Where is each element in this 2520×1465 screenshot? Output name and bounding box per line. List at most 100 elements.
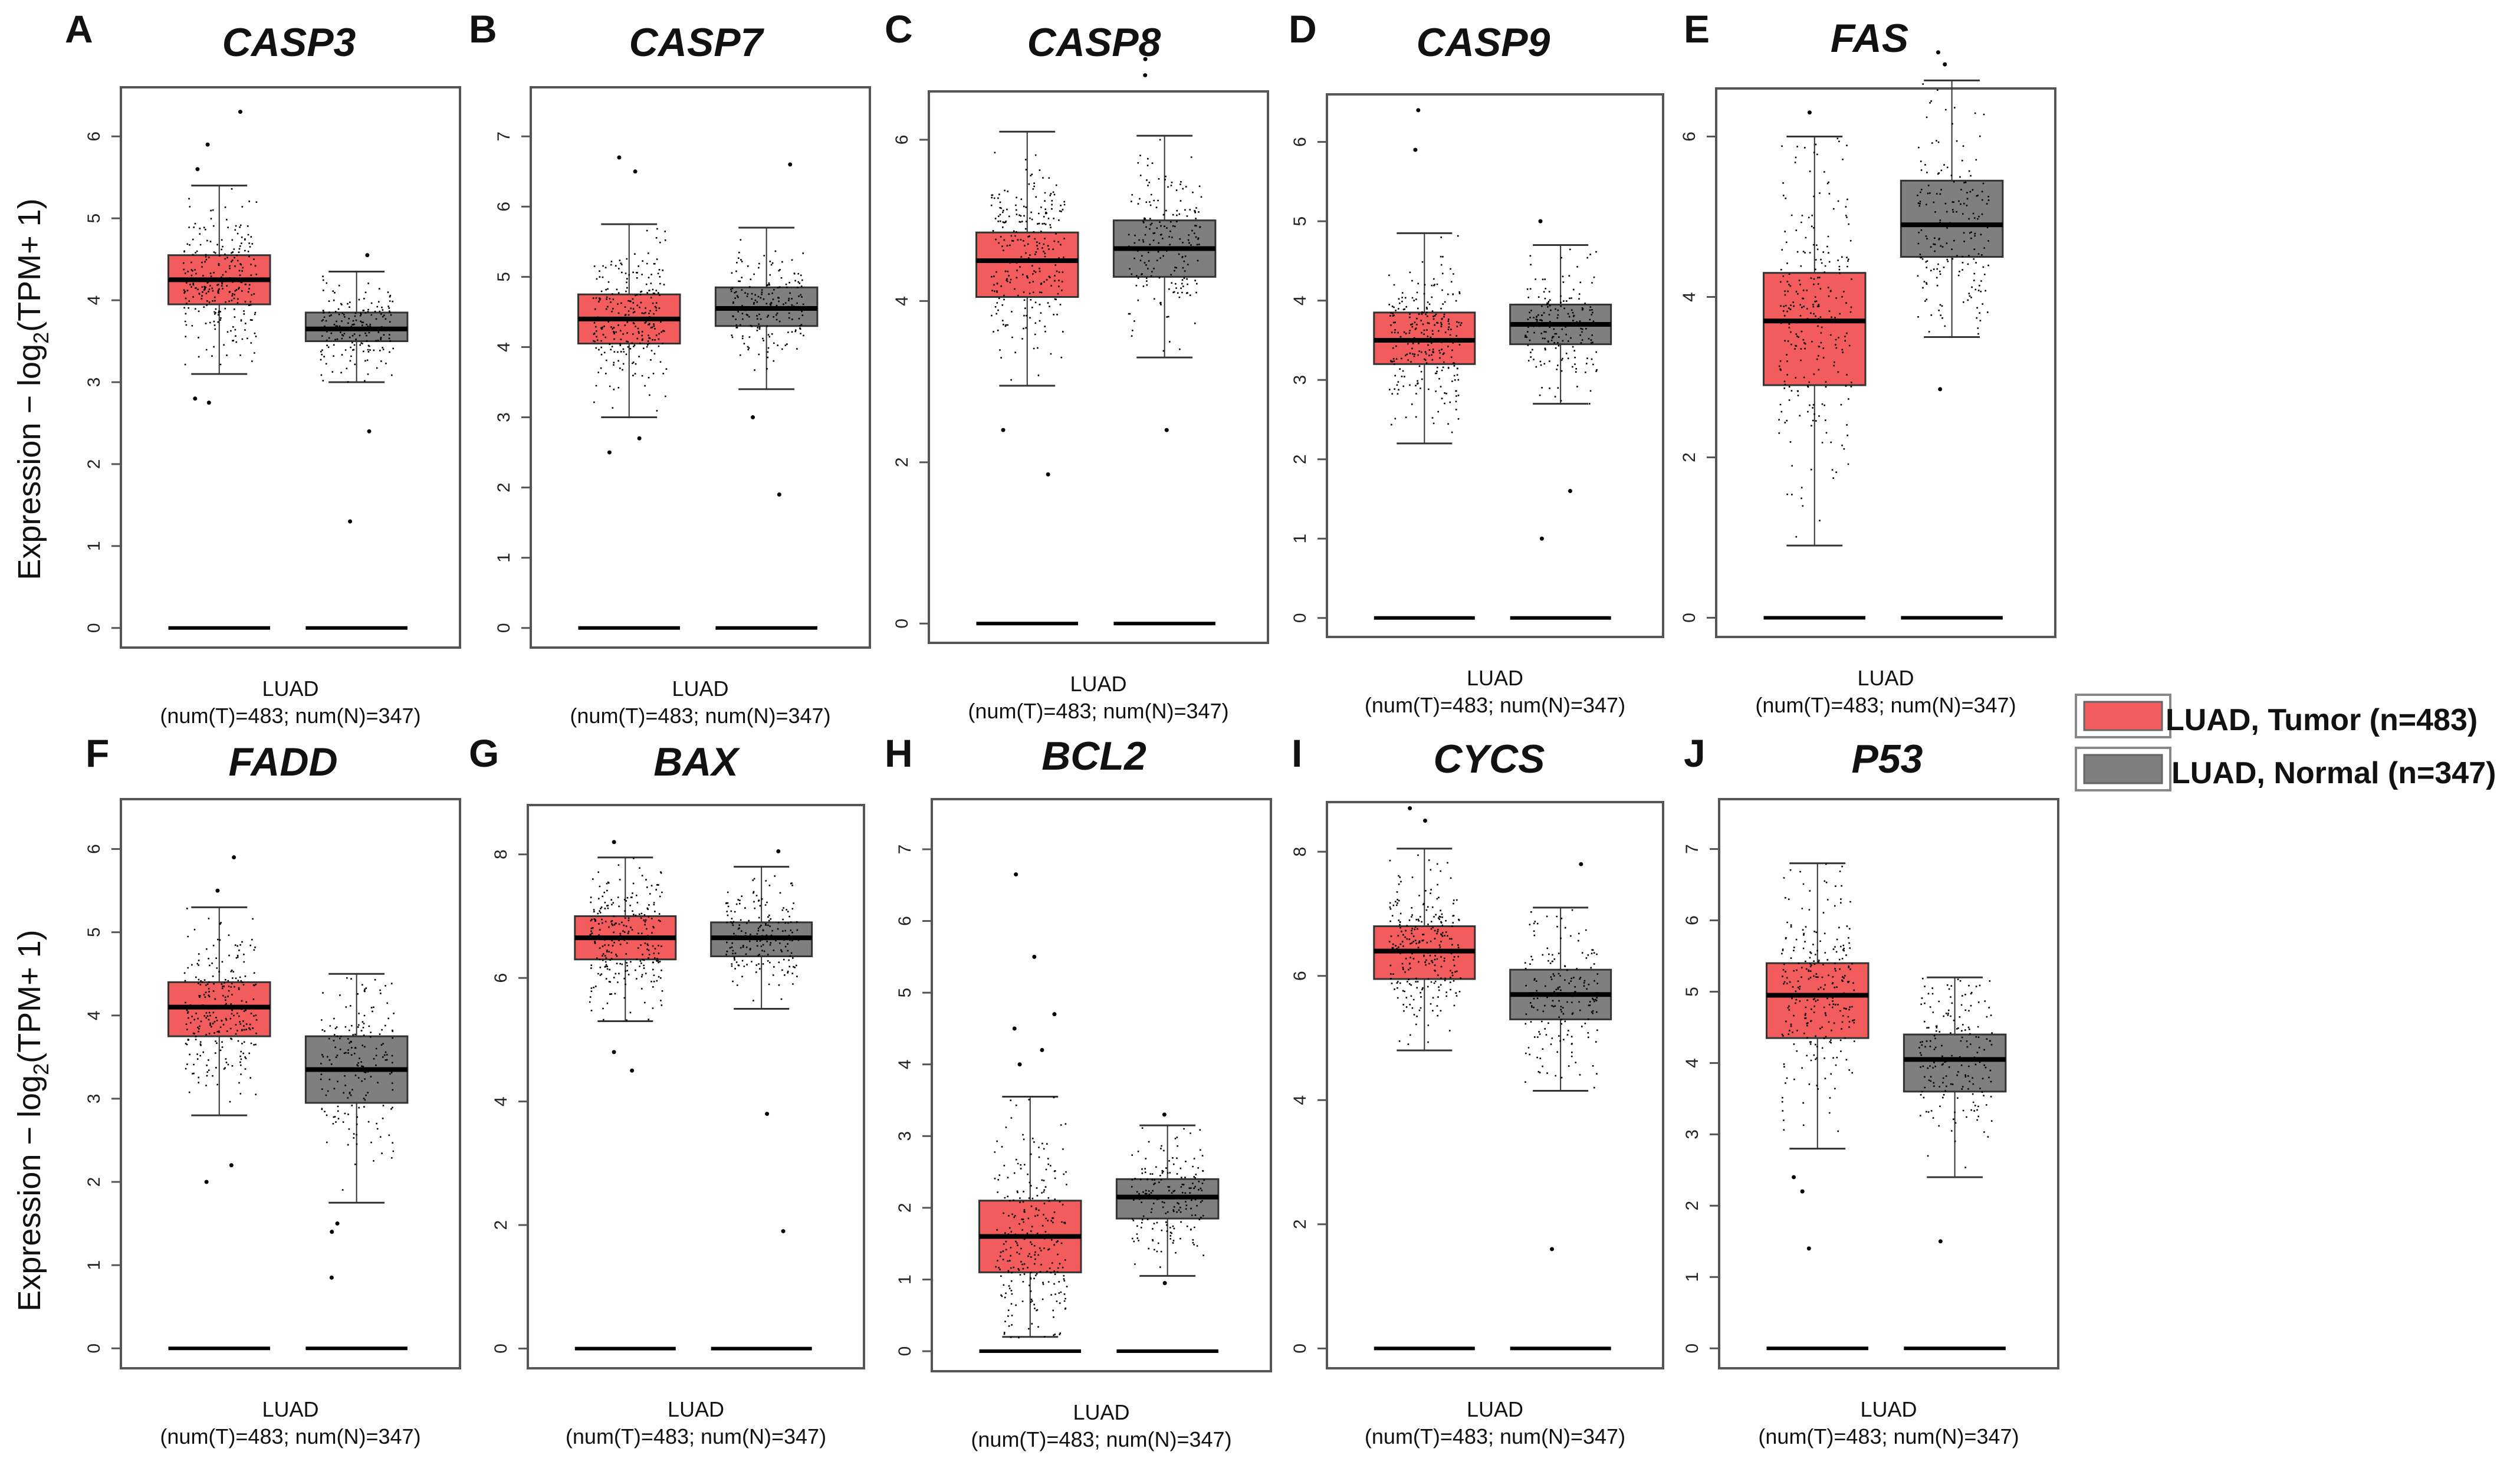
y-tick-label: 3: [1290, 375, 1310, 385]
y-tick-label: 6: [84, 132, 104, 142]
outlier-point: [1800, 1189, 1805, 1194]
y-tick-label: 4: [1290, 295, 1310, 306]
box-tumor: [978, 872, 1082, 1354]
jitter-points: [1388, 854, 1461, 1045]
panel-H: H BCL2 0 1 2 3 4 5 6 7 LUAD (num(T)=483; num(N)=347…: [885, 731, 1272, 1451]
y-tick-label: 6: [895, 916, 915, 926]
outlier-point: [1413, 147, 1418, 152]
legend-tumor-swatch: [2083, 701, 2163, 731]
panel-title: P53: [1852, 737, 1923, 781]
panel-B: B CASP7 0 1 2 3 4 5 6 7 LUAD (num(T)=483; num(N)=34…: [469, 7, 871, 728]
outlier-point: [612, 1050, 616, 1055]
plot-frame: [530, 86, 871, 649]
outlier-point: [1017, 1062, 1022, 1067]
outlier-point: [777, 492, 781, 497]
y-tick-label: 5: [1683, 987, 1702, 997]
outlier-point: [329, 1275, 334, 1280]
y-tick-label: 0: [84, 623, 104, 633]
panel-title: FAS: [1831, 16, 1908, 61]
y-axis-label-prefix: Expression − log: [12, 344, 47, 580]
outlier-point: [1938, 1239, 1943, 1244]
y-axis-label-suffix: (TPM+ 1): [12, 198, 47, 332]
panel-title: CASP7: [629, 20, 765, 65]
x-axis-label: LUAD: [1467, 1397, 1523, 1421]
panel-letter: F: [86, 731, 109, 775]
plot-frame: [928, 90, 1269, 644]
outlier-point: [1143, 57, 1148, 61]
plot-frame: [1326, 93, 1664, 638]
y-tick-label: 6: [1290, 971, 1310, 981]
panel-letter: J: [1684, 731, 1706, 775]
outlier-point: [612, 840, 616, 845]
outlier-point: [348, 519, 353, 524]
panel-letter: C: [885, 7, 913, 51]
outlier-point: [617, 155, 622, 160]
outlier-point: [1579, 862, 1583, 866]
panel-I: I CYCS 0 2 4 6 8 LUAD (num(T)=483; num(N)=347): [1290, 731, 1664, 1448]
y-tick-label: 5: [494, 272, 514, 282]
box-iqr: [1763, 272, 1867, 386]
y-tick-label: 2: [84, 459, 104, 469]
outlier-point: [776, 849, 781, 853]
y-tick-label: 2: [491, 1220, 511, 1230]
box-normal: [714, 162, 819, 630]
box-normal: [304, 973, 409, 1351]
x-axis-label: LUAD: [1857, 666, 1914, 690]
box-tumor: [1763, 110, 1867, 620]
y-tick-label: 7: [1683, 844, 1702, 854]
panel-E: E FAS 0 2 4 6 LUAD (num(T)=483; num(N)=347): [1680, 7, 2056, 717]
x-axis-label: LUAD: [262, 1397, 318, 1421]
legend: LUAD, Tumor (n=483) LUAD, Normal (n=347): [2075, 694, 2496, 791]
outlier-point: [335, 1221, 340, 1226]
y-tick-label: 5: [895, 988, 915, 998]
outlier-point: [1001, 428, 1006, 432]
panel-C: C CASP8 0 2 4 6 LUAD (num(T)=483; num(N)=347): [885, 7, 1269, 723]
y-tick-label: 2: [895, 1203, 915, 1213]
outlier-point: [365, 253, 370, 258]
outlier-point: [1408, 806, 1412, 810]
plot-frame: [1326, 801, 1664, 1369]
y-tick-label: 0: [895, 1346, 915, 1356]
outlier-point: [1936, 50, 1940, 55]
y-axis-label-top: Expression − log2(TPM+ 1): [12, 198, 53, 580]
y-tick-label: 6: [892, 135, 912, 145]
box-normal: [710, 849, 813, 1351]
panel-letter: D: [1289, 7, 1317, 51]
outlier-point: [1568, 489, 1572, 494]
x-axis-sublabel: (num(T)=483; num(N)=347): [566, 1424, 826, 1448]
panel-letter: H: [885, 731, 913, 775]
y-tick-label: 6: [1290, 137, 1310, 147]
y-tick-label: 1: [84, 1260, 104, 1270]
panel-title: BCL2: [1041, 734, 1146, 779]
outlier-point: [367, 429, 372, 433]
panel-G: G BAX 0 2 4 6 8 LUAD (num(T)=483; num(N)=347): [469, 731, 865, 1448]
panel-title: BAX: [653, 740, 740, 784]
y-tick-label: 3: [84, 377, 104, 387]
panel-title: FADD: [228, 740, 337, 784]
box-tumor: [167, 110, 271, 630]
outlier-point: [1143, 73, 1148, 78]
outlier-point: [238, 110, 242, 114]
x-axis-label: LUAD: [1073, 1400, 1129, 1424]
legend-normal-label: LUAD, Normal (n=347): [2171, 756, 2496, 790]
outlier-point: [232, 855, 236, 860]
legend-normal-swatch: [2083, 754, 2163, 784]
x-axis-label: LUAD: [672, 676, 728, 701]
box-tumor: [975, 130, 1079, 626]
y-tick-label: 7: [895, 845, 915, 855]
outlier-point: [215, 888, 220, 893]
x-axis-label: LUAD: [1070, 672, 1126, 696]
x-axis-sublabel: (num(T)=483; num(N)=347): [1365, 1424, 1625, 1448]
outlier-point: [193, 396, 198, 401]
panel-D: D CASP9 0 1 2 3 4 5 6 LUAD (num(T)=483; num(N)=347…: [1289, 7, 1664, 717]
y-tick-label: 4: [1680, 292, 1699, 302]
panels-group: A CASP3 0 1 2 3 4 5 6 LUAD (num(T)=483; num(N)=347…: [65, 7, 2059, 1451]
outlier-point: [1550, 1247, 1555, 1252]
y-tick-label: 3: [1683, 1129, 1702, 1139]
box-normal: [304, 253, 409, 630]
y-tick-label: 5: [84, 213, 104, 224]
box-tumor: [577, 155, 681, 630]
outlier-point: [195, 167, 200, 172]
y-tick-label: 2: [1290, 454, 1310, 464]
